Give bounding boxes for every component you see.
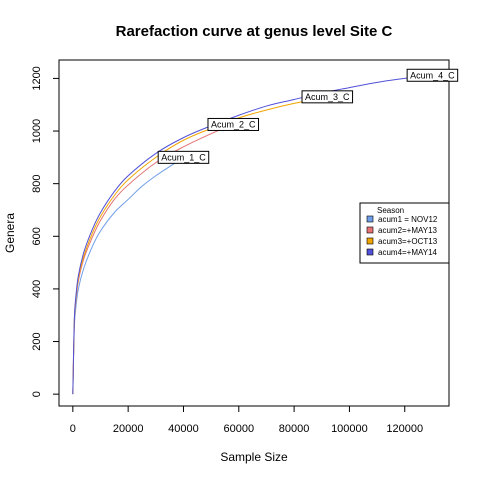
series-end-label-2: Acum_2_C (207, 117, 260, 131)
series-line-3 (72, 96, 328, 395)
legend-entry: acum2=+MAY13 (378, 226, 438, 235)
y-tick-label: 600 (31, 227, 43, 245)
x-axis: 0 20000 40000 60000 80000 100000 120000 (70, 405, 423, 435)
series-end-label-box (207, 117, 260, 131)
legend-entry: acum3=+OCT13 (378, 237, 438, 246)
series-end-label-box (406, 68, 459, 82)
x-tick-label: 100000 (331, 423, 368, 435)
series-end-label-box (157, 150, 210, 164)
x-tick-label: 120000 (386, 423, 423, 435)
series-line-4 (72, 74, 433, 395)
series-end-label-box (301, 90, 354, 104)
y-axis: 0 200 400 600 800 1000 1200 (31, 66, 60, 397)
legend: Season acum1 = NOV12 acum2=+MAY13 acum3=+O… (359, 202, 450, 264)
x-axis-label: Sample Size (220, 450, 288, 464)
legend-swatch (366, 215, 374, 223)
series-end-label-text: Acum_1_C (161, 152, 206, 162)
series-lines (72, 74, 433, 395)
y-tick-label: 400 (31, 280, 43, 298)
x-tick-label: 40000 (168, 423, 199, 435)
series-end-label-1: Acum_1_C (157, 150, 210, 164)
series-end-label-text: Acum_2_C (211, 119, 256, 129)
series-end-label-text: Acum_4_C (410, 70, 455, 80)
legend-entry: acum1 = NOV12 (378, 215, 438, 224)
legend-swatch (366, 237, 374, 245)
x-tick-label: 20000 (113, 423, 144, 435)
x-tick-label: 60000 (223, 423, 254, 435)
y-tick-label: 800 (31, 174, 43, 192)
chart-title: Rarefaction curve at genus level Site C (116, 23, 393, 40)
series-line-2 (72, 123, 234, 395)
y-tick-label: 0 (31, 391, 43, 397)
series-line-1 (72, 156, 184, 395)
y-tick-label: 1200 (31, 66, 43, 90)
y-tick-label: 200 (31, 332, 43, 350)
x-tick-label: 80000 (279, 423, 310, 435)
series-end-label-4: Acum_4_C (406, 68, 459, 82)
y-tick-label: 1000 (31, 119, 43, 143)
legend-box (359, 202, 450, 264)
legend-title: Season (377, 206, 404, 215)
legend-swatch (366, 226, 374, 234)
legend-entry: acum4=+MAY14 (378, 248, 438, 257)
series-end-label-text: Acum_3_C (305, 92, 350, 102)
series-end-label-3: Acum_3_C (301, 90, 354, 104)
x-tick-label: 0 (70, 423, 76, 435)
y-axis-label: Genera (3, 213, 17, 253)
series-labels: Acum_1_C Acum_2_C Acum_3_C Acum_4_C (157, 68, 459, 164)
legend-swatch (366, 248, 374, 256)
